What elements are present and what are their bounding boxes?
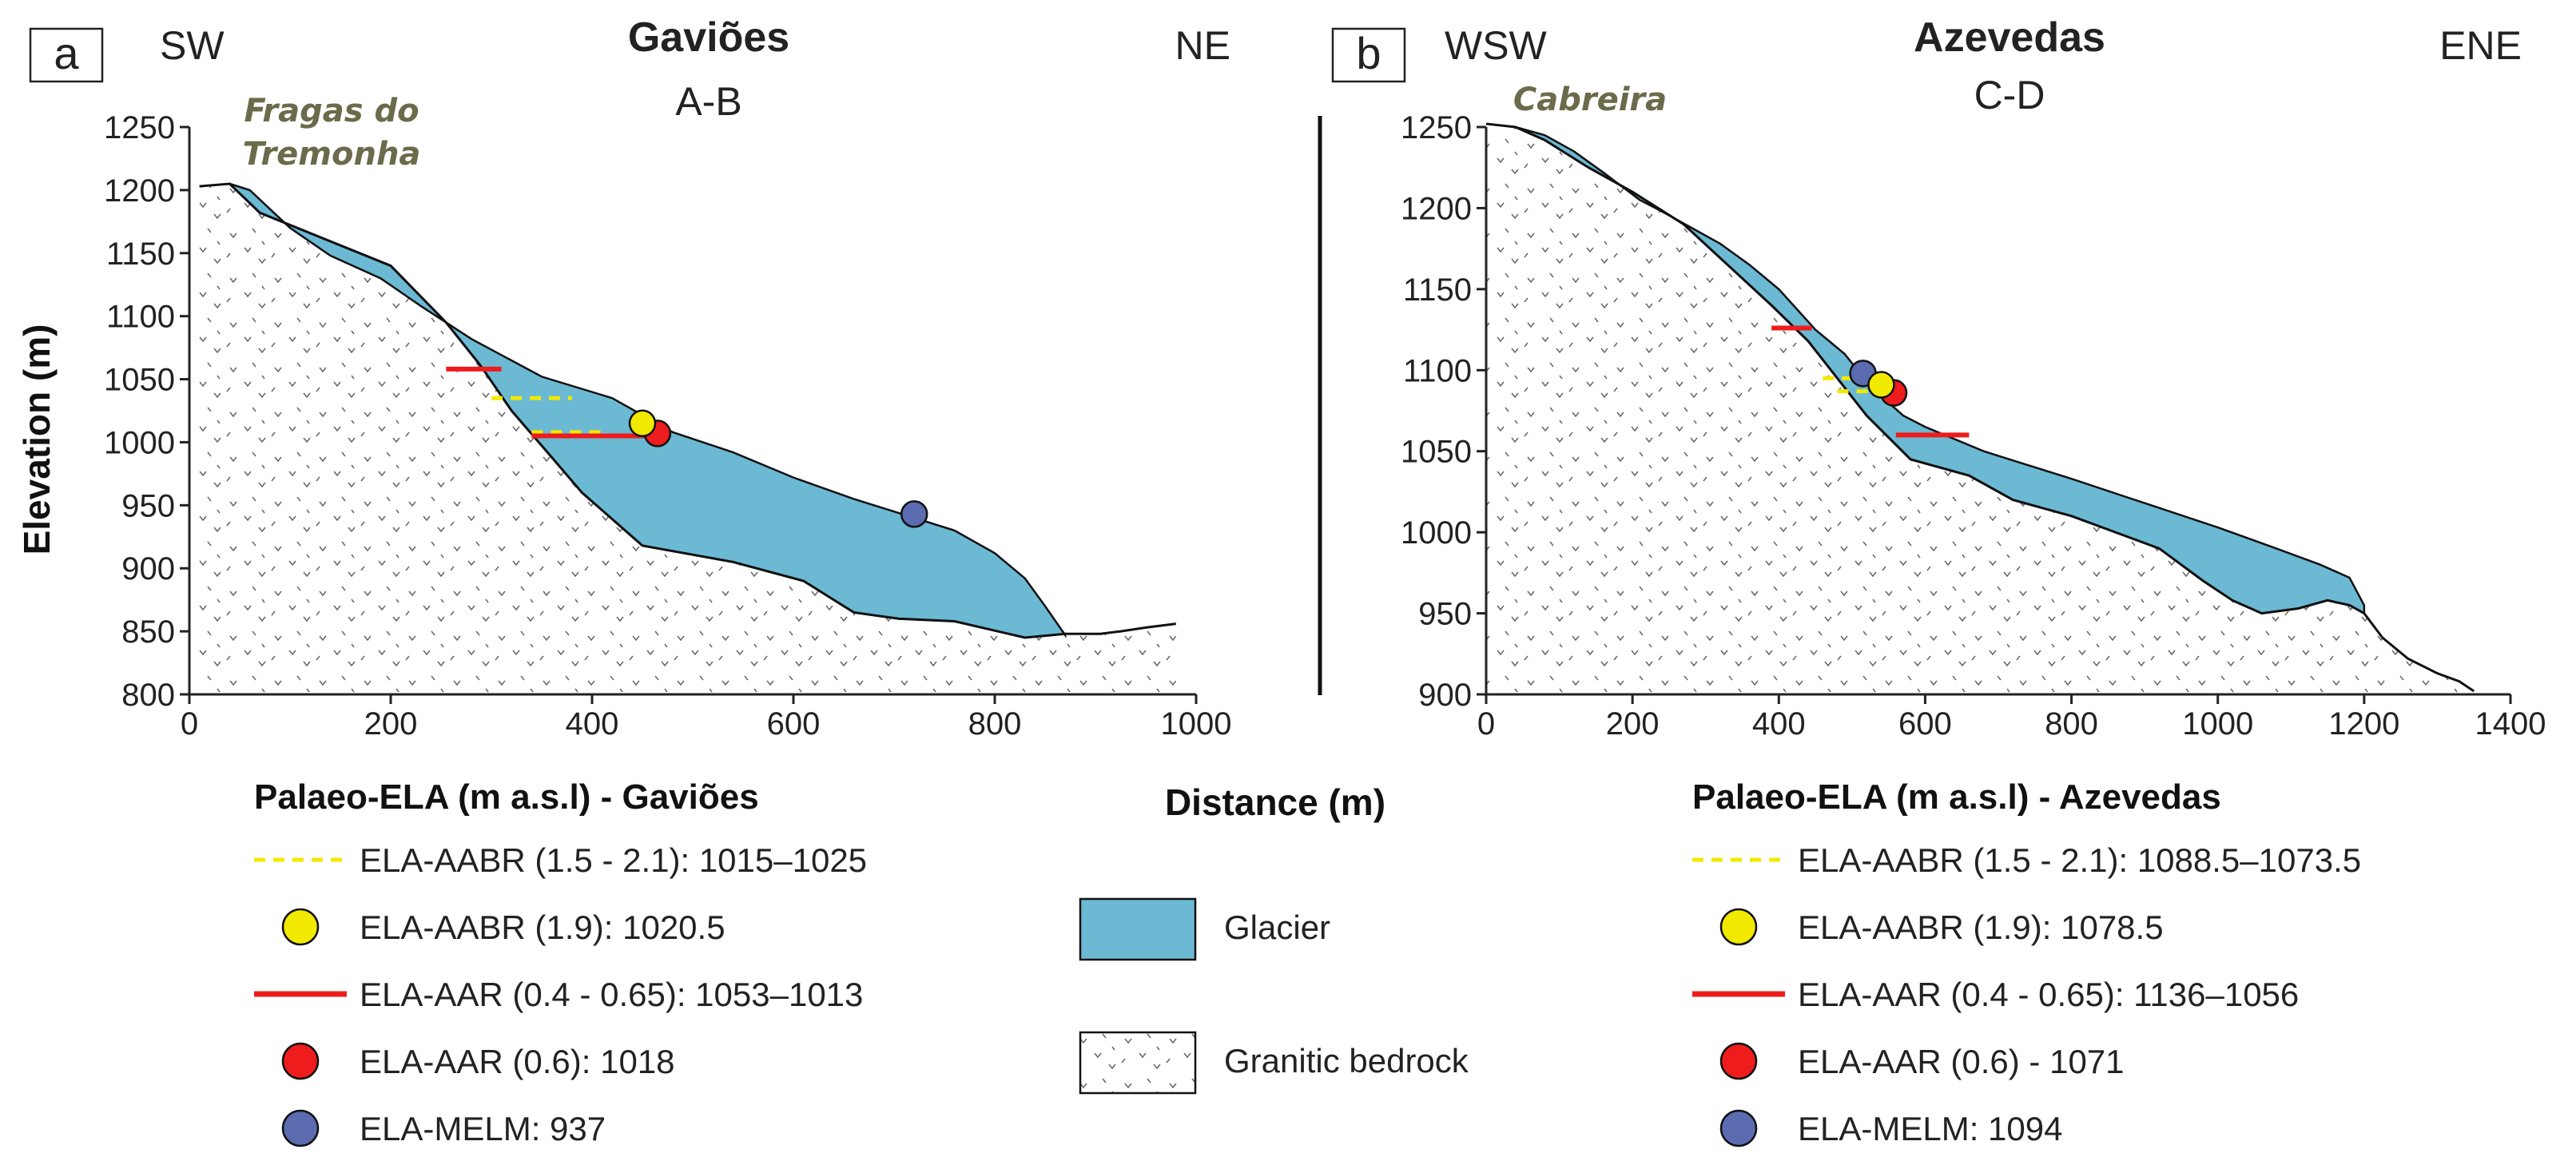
x-tick-label: 200 [364,706,418,742]
bedrock-area [199,184,1176,694]
y-tick-label: 1200 [104,173,175,209]
bedrock-profile-line [1485,122,2475,693]
legend-circle-symbol [1719,908,1758,946]
y-tick-label: 1150 [1403,272,1472,308]
x-tick-label: 400 [566,706,619,742]
place-label: Cabreira [1513,82,1667,118]
y-tick-label: 1000 [1401,515,1472,551]
x-tick-label: 800 [968,706,1022,742]
x-tick-label: 0 [1477,706,1495,742]
panel-a: a SW NE Gaviões A-B Fragas do Tremonha 8… [16,14,1231,1147]
ela-melm-point [900,500,928,528]
ela-marks [1771,325,1970,438]
plot-area: 900 950 1000 1050 1100 1150 1200 1250 0 200 400 60… [1401,110,2546,742]
chart-title: Azevedas [1914,14,2105,61]
legend-entry-label: ELA-AAR (0.4 - 0.65): 1136–1056 [1798,976,2299,1013]
legend-entry-label: ELA-AABR (1.5 - 2.1): 1015–1025 [360,841,867,879]
legend-entry-label: ELA-AABR (1.5 - 2.1): 1088.5–1073.5 [1798,841,2361,879]
x-axis-label: Distance (m) [1165,781,1385,823]
panel-label-box [29,27,104,83]
y-tick-label: 800 [121,678,175,713]
y-tick-label: 850 [121,614,175,650]
legend-entry-label: ELA-AAR (0.6): 1018 [360,1043,675,1080]
legend-entry-label: ELA-MELM: 937 [360,1110,606,1147]
x-tick-label: 400 [1752,706,1806,742]
panel-label: b [1356,28,1381,78]
x-tick-label: 1200 [2328,706,2399,742]
y-tick-label: 900 [121,551,175,586]
y-tick-label: 1200 [1401,191,1472,226]
plot-area: 800 850 900 950 1000 1050 1100 1150 1200 1250 0 20… [104,110,1231,742]
y-tick-label: 1000 [104,425,175,460]
legend-entry-label: ELA-AABR (1.9): 1020.5 [360,909,725,946]
x-tick-label: 1000 [1161,706,1232,742]
x-tick-label: 200 [1606,706,1660,742]
y-tick-label: 1100 [1403,353,1472,388]
bedrock-legend-swatch [1079,1031,1197,1095]
legend-circle-symbol [281,1109,320,1147]
direction-right-label: NE [1175,23,1230,68]
x-tick-label: 600 [1898,706,1952,742]
x-tick-label: 1000 [2182,706,2253,742]
chart-title: Gaviões [628,14,789,61]
y-tick-label: 900 [1418,678,1472,713]
ela-marks [446,366,928,528]
place-label-line-2: Tremonha [243,136,421,173]
glacier-legend-label: Glacier [1224,909,1330,946]
y-tick-label: 1050 [1401,435,1472,470]
legend-circle-symbol [281,1042,320,1080]
legend-circle-symbol [281,908,320,946]
legend-gavioes: Palaeo-ELA (m a.s.l) - Gaviões ELA-AABR … [254,777,867,1147]
y-ticks: 900 950 1000 1050 1100 1150 1200 1250 [1401,110,1486,713]
x-tick-label: 600 [767,706,821,742]
legend-entry-label: ELA-AABR (1.9): 1078.5 [1798,909,2164,946]
y-tick-label: 950 [1418,597,1472,632]
direction-left-label: SW [160,23,225,68]
chart-subtitle: A-B [675,79,741,124]
y-tick-label: 1100 [106,300,175,335]
y-tick-label: 1050 [104,363,175,398]
legend-azevedas: Palaeo-ELA (m a.s.l) - Azevedas ELA-AABR… [1692,777,2361,1147]
x-tick-label: 0 [181,706,198,742]
legend-entry-label: ELA-AAR (0.6) - 1071 [1798,1043,2125,1080]
direction-right-label: ENE [2439,23,2522,68]
panel-label-box [1331,27,1406,83]
ela-aabr-point [1867,371,1895,399]
y-tick-label: 1250 [1401,110,1472,145]
x-ticks: 0 200 400 600 800 1000 1200 1400 [1477,694,2546,742]
x-ticks: 0 200 400 600 800 1000 [181,694,1232,742]
legend-units: Glacier Granitic bedrock [1079,897,1469,1095]
bedrock-profile-line [199,182,1176,639]
legend-circle-symbol [1719,1042,1758,1080]
glacier-legend-swatch [1079,897,1197,961]
x-tick-label: 800 [2045,706,2098,742]
legend-circle-symbol [1719,1109,1758,1147]
y-ticks: 800 850 900 950 1000 1050 1100 1150 1200 1250 [104,110,189,713]
ela-aabr-point [628,409,657,438]
bedrock-area [1486,123,2475,694]
legend-title: Palaeo-ELA (m a.s.l) - Gaviões [254,777,759,817]
place-label-line-1: Fragas do [244,93,419,129]
y-tick-label: 1250 [104,110,175,145]
chart-subtitle: C-D [1974,73,2045,117]
bedrock-legend-label: Granitic bedrock [1224,1042,1469,1080]
legend-title: Palaeo-ELA (m a.s.l) - Azevedas [1692,777,2221,817]
panel-b: b WSW ENE Azevedas C-D Cabreira 900 950 10… [1331,14,2546,1147]
panel-label: a [54,28,79,78]
legend-entry-label: ELA-AAR (0.4 - 0.65): 1053–1013 [360,976,863,1013]
direction-left-label: WSW [1445,23,1548,68]
x-tick-label: 1400 [2475,706,2546,742]
legend-entry-label: ELA-MELM: 1094 [1798,1110,2063,1147]
y-axis-label: Elevation (m) [16,324,58,555]
y-tick-label: 1150 [106,237,175,272]
y-tick-label: 950 [121,488,175,523]
